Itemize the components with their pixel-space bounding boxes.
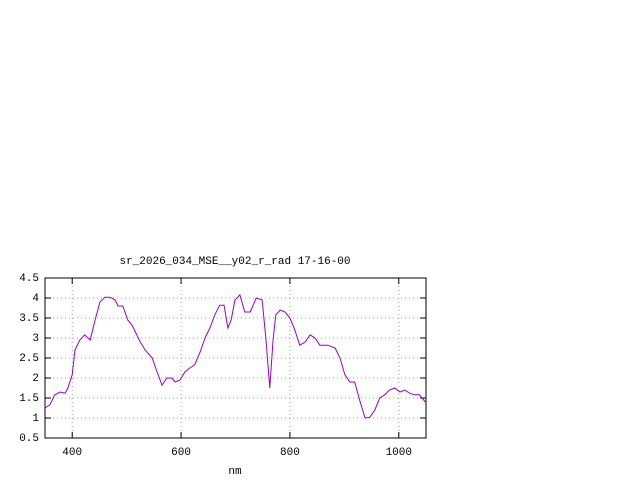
y-tick-label: 3 — [32, 333, 39, 345]
chart-title: sr_2026_034_MSE__y02_r_rad 17-16-00 — [119, 256, 350, 268]
plot-border — [44, 277, 427, 439]
y-tick-label: 2.5 — [19, 353, 39, 365]
x-tick-label: 1000 — [386, 447, 412, 459]
x-axis-label: nm — [228, 466, 242, 478]
y-tick-label: 0.5 — [19, 433, 39, 445]
y-tick-label: 1.5 — [19, 393, 39, 405]
y-tick-label: 1 — [32, 413, 39, 425]
y-tick-label: 2 — [32, 373, 39, 385]
y-tick-label: 4.5 — [19, 273, 39, 285]
data-line — [44, 293, 427, 419]
y-tick-label: 4 — [32, 293, 39, 305]
y-tick-label: 3.5 — [19, 313, 39, 325]
x-tick-label: 800 — [280, 447, 300, 459]
x-tick-label: 600 — [171, 447, 191, 459]
x-tick-label: 400 — [62, 447, 82, 459]
